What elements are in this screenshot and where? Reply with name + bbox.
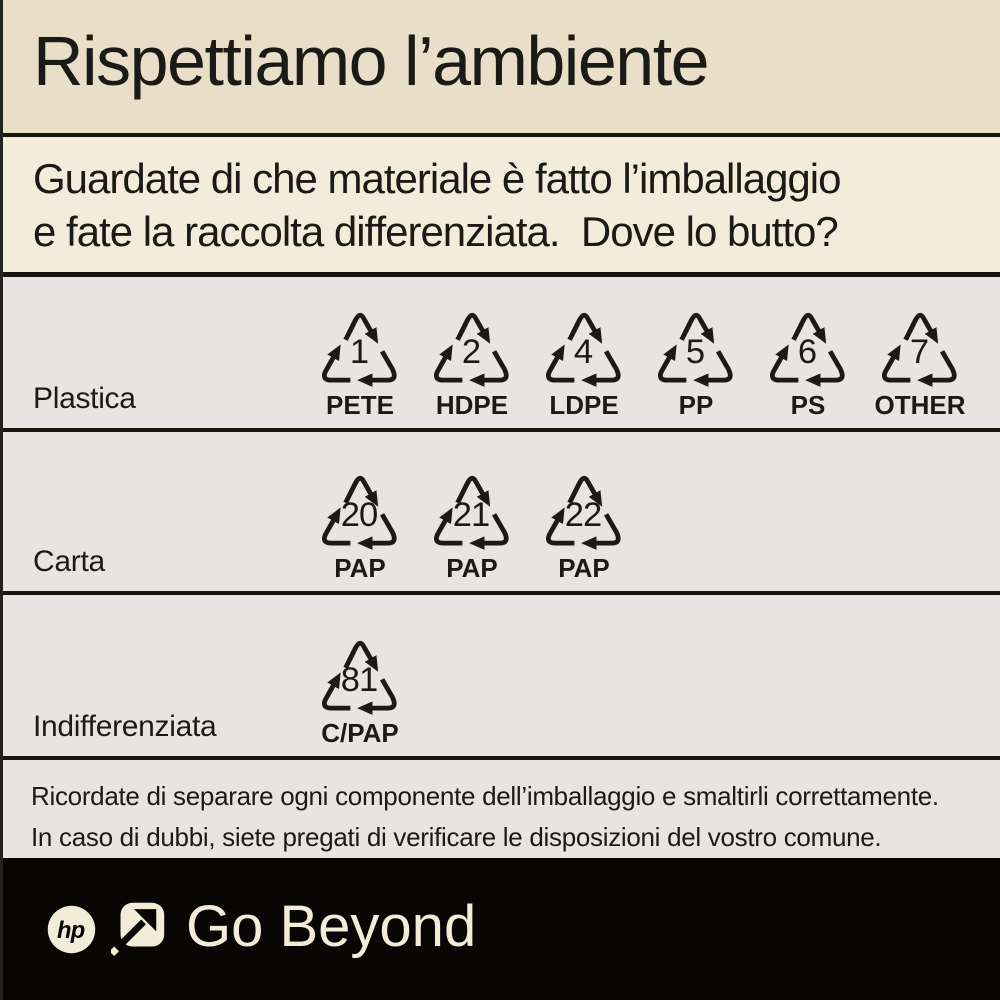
recycling-symbol: 7 OTHER xyxy=(864,307,976,420)
material-code-label: PAP xyxy=(558,553,610,583)
recycling-triangle-icon: 1 xyxy=(321,312,397,387)
disposal-note: Ricordate di separare ogni componente de… xyxy=(3,760,1000,858)
material-code-label: PETE xyxy=(326,390,394,420)
divider xyxy=(3,133,1000,137)
material-code-label: PAP xyxy=(334,553,386,583)
divider xyxy=(3,756,1000,760)
row-label-carta: Carta xyxy=(33,545,105,578)
recycling-symbol: 20 PAP xyxy=(304,470,416,583)
recycling-symbol: 4 LDPE xyxy=(528,307,640,420)
recycling-symbol: 1 PETE xyxy=(304,307,416,420)
resin-code-number: 5 xyxy=(686,333,704,371)
intro-line-1: Guardate di che materiale è fatto l’imba… xyxy=(33,155,841,202)
symbol-group-carta: 20 PAP 21 PAP 22 PAP xyxy=(304,470,640,583)
material-code-label: C/PAP xyxy=(321,718,399,748)
resin-code-number: 22 xyxy=(565,496,602,534)
recycling-triangle-icon: 21 xyxy=(433,475,509,550)
recycling-triangle-icon: 22 xyxy=(545,475,621,550)
title-banner: Rispettiamo l’ambiente xyxy=(3,0,1000,133)
divider xyxy=(3,428,1000,432)
recycling-symbol: 6 PS xyxy=(752,307,864,420)
material-code-label: HDPE xyxy=(435,390,509,420)
recycling-triangle-icon: 7 xyxy=(881,312,957,387)
note-line-1: Ricordate di separare ogni componente de… xyxy=(31,781,939,811)
resin-code-number: 6 xyxy=(798,333,816,371)
material-row-plastica: Plastica 1 PETE 2 HDPE xyxy=(3,277,1000,428)
go-beyond-arrow-icon xyxy=(111,902,165,956)
note-line-2: In caso di dubbi, siete pregati di verif… xyxy=(31,822,882,852)
resin-code-number: 20 xyxy=(341,496,378,534)
symbol-group-indifferenziata: 81 C/PAP xyxy=(304,635,416,748)
intro-banner: Guardate di che materiale è fatto l’imba… xyxy=(3,137,1000,272)
symbol-group-plastica: 1 PETE 2 HDPE 4 LDPE xyxy=(304,307,976,420)
recycling-symbol: 81 C/PAP xyxy=(304,635,416,748)
recycling-symbol: 2 HDPE xyxy=(416,307,528,420)
hp-logo-icon: hp xyxy=(47,905,96,953)
recycling-symbol: 5 PP xyxy=(640,307,752,420)
recycling-triangle-icon: 4 xyxy=(545,312,621,387)
brand-footer: hp Go Beyond xyxy=(3,858,1000,1000)
material-code-label: PP xyxy=(678,390,714,420)
brand-tagline: Go Beyond xyxy=(186,894,477,959)
recycling-triangle-icon: 2 xyxy=(433,312,509,387)
divider xyxy=(3,591,1000,595)
resin-code-number: 81 xyxy=(341,661,378,699)
resin-code-number: 1 xyxy=(350,333,368,371)
material-code-label: LDPE xyxy=(549,390,619,420)
resin-code-number: 21 xyxy=(453,496,490,534)
row-label-indifferenziata: Indifferenziata xyxy=(33,710,217,743)
svg-text:hp: hp xyxy=(57,917,85,943)
material-row-indifferenziata: Indifferenziata 81 C/PAP xyxy=(3,595,1000,756)
row-label-plastica: Plastica xyxy=(33,382,136,415)
recycling-triangle-icon: 81 xyxy=(321,640,397,715)
resin-code-number: 7 xyxy=(910,333,928,371)
resin-code-number: 4 xyxy=(574,333,593,371)
recycling-symbol: 22 PAP xyxy=(528,470,640,583)
recycling-triangle-icon: 5 xyxy=(657,312,733,387)
page-title: Rispettiamo l’ambiente xyxy=(33,22,710,100)
material-row-carta: Carta 20 PAP 21 PAP xyxy=(3,432,1000,591)
material-code-label: OTHER xyxy=(874,390,966,420)
intro-line-2: e fate la raccolta differenziata. Dove l… xyxy=(33,208,839,255)
recycling-triangle-icon: 6 xyxy=(769,312,845,387)
resin-code-number: 2 xyxy=(462,333,480,371)
material-code-label: PS xyxy=(790,390,826,420)
recycling-symbol: 21 PAP xyxy=(416,470,528,583)
divider xyxy=(3,272,1000,277)
recycling-triangle-icon: 20 xyxy=(321,475,397,550)
material-code-label: PAP xyxy=(446,553,498,583)
